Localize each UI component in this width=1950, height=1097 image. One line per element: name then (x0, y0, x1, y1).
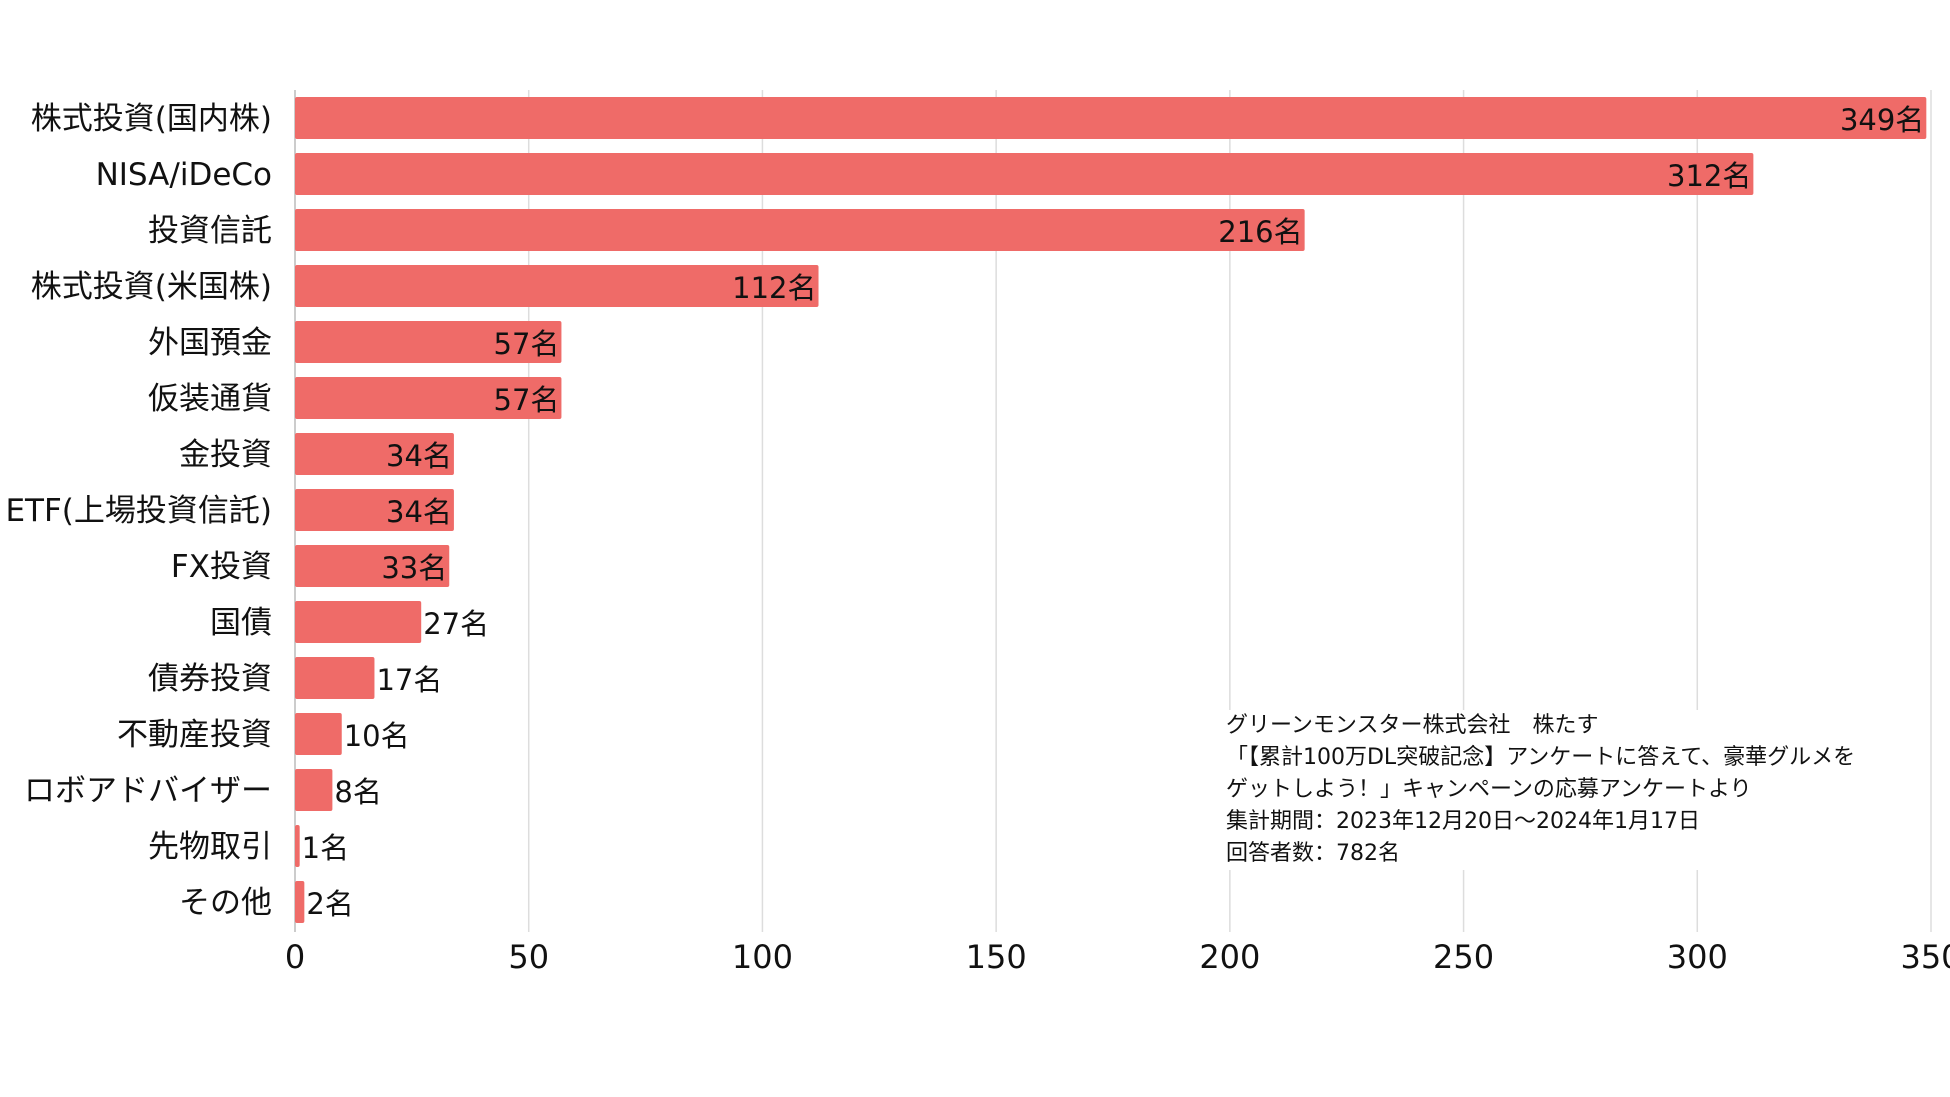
data-label: 2名 (306, 887, 353, 921)
data-label: 27名 (423, 607, 489, 641)
category-label: NISA/iDeCo (96, 157, 272, 193)
note-line: グリーンモンスター株式会社 株たす (1226, 713, 1599, 738)
data-label: 312名 (1667, 159, 1751, 193)
category-label: 仮装通貨 (148, 381, 272, 417)
bar (295, 713, 342, 755)
data-label: 34名 (386, 439, 452, 473)
x-tick-label: 150 (966, 938, 1027, 976)
category-label: 先物取引 (148, 829, 272, 865)
bar (295, 769, 333, 811)
source-note: グリーンモンスター株式会社 株たす 「【累計100万DL突破記念】アンケートに答… (1222, 710, 1860, 870)
note-line: 集計期間：2023年12月20日〜2024年1月17日 (1226, 809, 1700, 834)
x-tick-label: 50 (508, 938, 549, 976)
x-tick-label: 200 (1199, 938, 1260, 976)
category-label: 株式投資(米国株) (31, 269, 272, 305)
category-label: 不動産投資 (117, 717, 272, 753)
bar (295, 657, 375, 699)
bar (295, 153, 1754, 195)
bars (295, 97, 1927, 923)
category-label: ロボアドバイザー (24, 773, 272, 809)
value-labels: 349名 312名 216名 112名 57名 57名 34名 34名 33名 27名 17名 10名… (302, 103, 1925, 921)
bar (295, 489, 454, 531)
bar (295, 825, 300, 867)
category-label: その他 (179, 885, 272, 921)
note-line: ゲットしよう！」キャンペーンの応募アンケートより (1226, 777, 1752, 802)
category-label: 国債 (210, 605, 272, 641)
data-label: 57名 (494, 327, 560, 361)
data-label: 17名 (376, 663, 442, 697)
category-label: ETF(上場投資信託) (5, 493, 272, 529)
data-label: 1名 (302, 831, 349, 865)
bar (295, 433, 454, 475)
bar (295, 97, 1927, 139)
x-tick-label: 300 (1667, 938, 1728, 976)
x-tick-label: 250 (1433, 938, 1494, 976)
data-label: 33名 (381, 551, 447, 585)
bar (295, 265, 819, 307)
x-tick-label: 100 (732, 938, 793, 976)
category-label: 投資信託 (148, 213, 272, 249)
data-label: 216名 (1218, 215, 1302, 249)
category-label: 外国預金 (148, 325, 272, 361)
bar (295, 209, 1305, 251)
data-label: 34名 (386, 495, 452, 529)
data-label: 57名 (494, 383, 560, 417)
x-tick-labels: 0 50 100 150 200 250 300 350 (285, 938, 1950, 976)
note-line: 回答者数：782名 (1226, 841, 1400, 866)
x-tick-label: 350 (1900, 938, 1950, 976)
bar (295, 545, 450, 587)
note-line: 「【累計100万DL突破記念】アンケートに答えて、豪華グルメを (1226, 745, 1856, 770)
data-label: 349名 (1840, 103, 1924, 137)
data-label: 8名 (334, 775, 381, 809)
bar (295, 377, 562, 419)
category-label: 株式投資(国内株) (31, 101, 272, 137)
data-label: 10名 (344, 719, 410, 753)
x-tick-label: 0 (285, 938, 305, 976)
category-label: 金投資 (179, 437, 272, 473)
data-label: 112名 (732, 271, 816, 305)
bar (295, 601, 422, 643)
category-label: FX投資 (171, 549, 272, 585)
bar (295, 881, 305, 923)
category-label: 債券投資 (148, 661, 272, 697)
bar (295, 321, 562, 363)
